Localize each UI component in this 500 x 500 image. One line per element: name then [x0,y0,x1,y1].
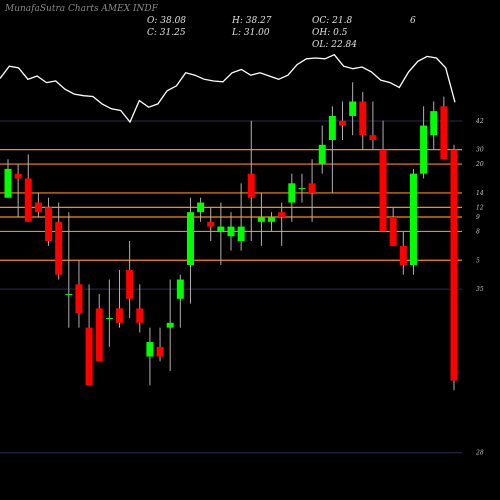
candle-body-17 [176,279,184,299]
candle-body-39 [399,245,407,266]
axis-label-5: 9 [476,214,480,221]
candle-body-23 [237,226,245,242]
candle-body-33 [339,120,346,126]
candle-body-6 [65,293,73,295]
candle-body-22 [227,226,235,237]
candle-body-15 [156,346,164,357]
candle-body-40 [409,173,417,266]
candle-body-7 [75,284,83,314]
candle-body-29 [298,188,306,190]
candle-body-44 [450,149,458,381]
count-value: 6 [410,16,416,26]
open-value: O: 38.08 [147,16,187,26]
candle-body-31 [318,144,326,165]
candle-body-37 [379,149,387,232]
candle-body-11 [116,308,123,323]
candle-body-4 [45,207,53,242]
candle-body-42 [430,111,438,136]
candle-body-25 [257,216,265,222]
candle-body-3 [34,202,42,213]
candle-body-26 [268,216,276,222]
candle-body-28 [288,183,296,203]
candle-body-38 [389,216,397,246]
candle-body-14 [146,342,154,357]
candle-body-1 [14,173,22,179]
high-value: H: 38.27 [232,16,272,26]
axis-label-3: 14 [476,190,484,197]
axis-label-7: 5 [476,257,480,264]
candle-body-19 [197,202,205,213]
candle-body-10 [105,318,113,320]
candle-body-0 [4,168,12,198]
candle-body-30 [308,183,316,193]
axis-label-4: 12 [476,204,484,211]
candle-body-43 [440,106,448,160]
axis-label-1: 30 [476,147,484,154]
candle-body-2 [24,178,32,222]
candle-body-8 [85,327,93,386]
low-value: L: 31.00 [232,28,270,38]
candle-body-35 [359,101,367,136]
oh-value: OH: 0.5 [312,28,348,38]
candle-body-36 [369,135,377,140]
candle-body-16 [166,322,174,328]
candle-body-34 [349,101,357,116]
axis-label-2: 20 [475,161,484,168]
indicator-line [0,53,456,124]
candle-body-41 [420,125,428,174]
oc-value: OC: 21.8 [312,16,353,26]
candle-body-20 [207,221,215,227]
watermark: MunafaSutra Charts AMEX INDF [5,4,158,14]
candle-body-24 [247,173,255,198]
candle-body-13 [136,308,144,323]
candle-body-12 [126,269,134,299]
candle-body-21 [217,226,225,232]
candle-body-9 [95,308,103,362]
candle-body-27 [278,212,286,217]
ol-value: OL: 22.84 [312,40,358,50]
candle-body-5 [55,221,63,275]
axis-label-6: 8 [476,228,480,235]
axis-label-8: 35 [476,286,484,293]
candle-body-18 [186,212,194,266]
candle-body-32 [328,115,336,140]
close-value: C: 31.25 [147,28,186,38]
axis-label-9: 28 [475,450,484,457]
axis-label-0: 42 [475,118,484,125]
